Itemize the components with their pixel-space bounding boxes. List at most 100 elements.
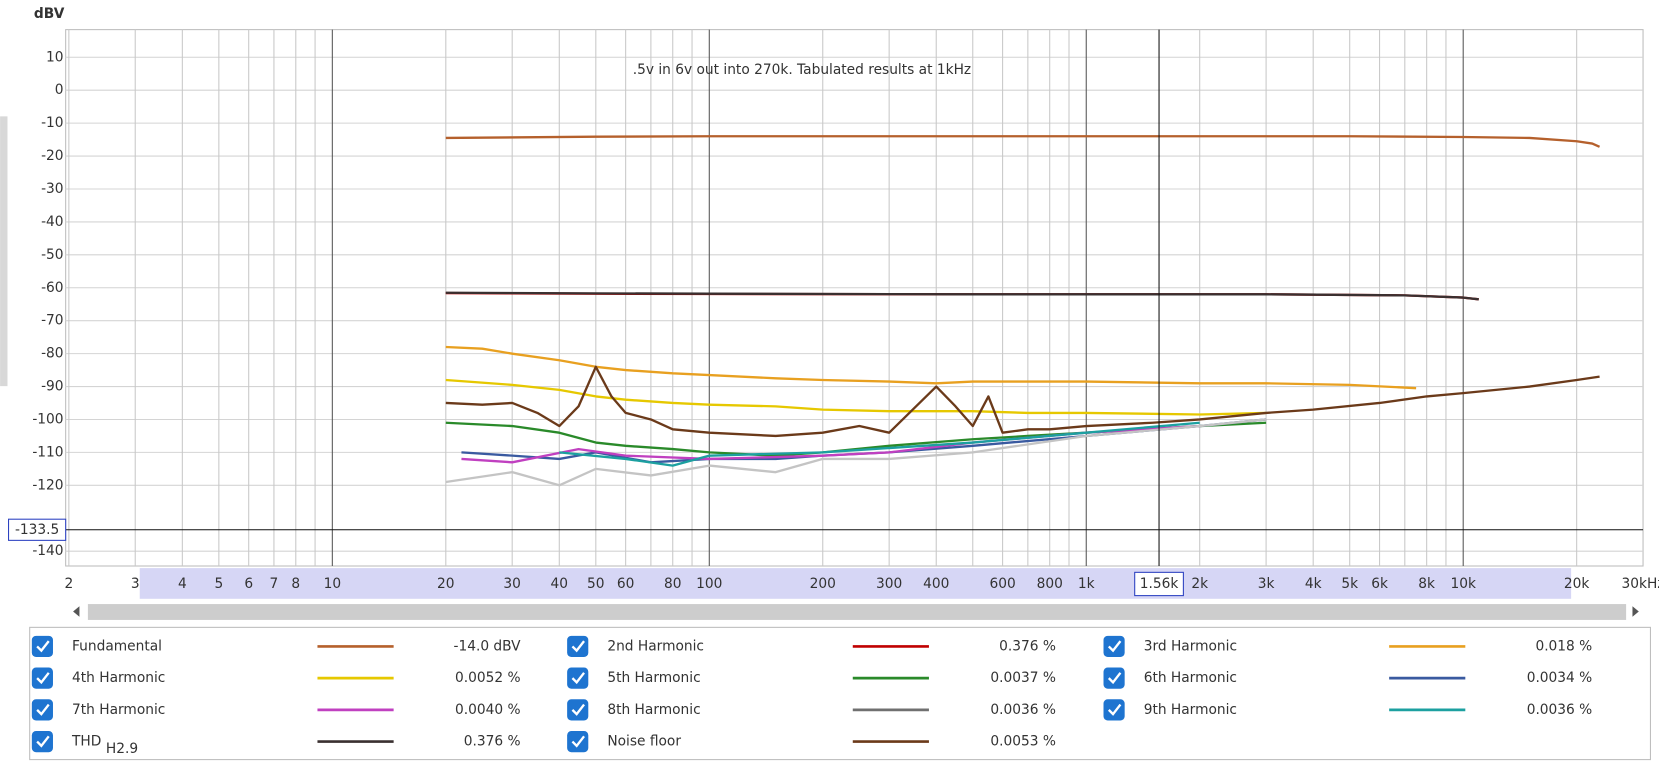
scroll-left[interactable] (73, 606, 80, 617)
legend-reading: 0.0053 % (990, 734, 1056, 750)
x-tick-label: 800 (1037, 576, 1063, 592)
x-tick-label: 10 (324, 576, 342, 592)
y-tick-label: -20 (41, 148, 63, 164)
legend-reading: 0.018 % (1535, 638, 1592, 654)
checkbox-tick[interactable] (1107, 640, 1122, 653)
y-tick-label: -120 (32, 477, 63, 493)
x-range-band (139, 568, 1572, 599)
y-tick-label: -100 (32, 411, 63, 427)
y-tick-label: -30 (41, 181, 63, 197)
annotation: .5v in 6v out into 270k. Tabulated resul… (633, 62, 971, 78)
x-tick-label: 1k (1078, 576, 1095, 592)
legend-name: THD (71, 734, 101, 750)
checkbox[interactable] (1103, 635, 1125, 657)
x-tick-label: 30 (503, 576, 521, 592)
legend: Fundamental -14.0 dBV 2nd Harmonic 0.376 % 3… (31, 635, 1593, 757)
x-tick-label: 2k (1191, 576, 1208, 592)
checkbox-tick[interactable] (571, 735, 585, 748)
y-tick-label: -50 (41, 247, 63, 263)
series-line (445, 135, 1601, 148)
checkbox[interactable] (31, 667, 53, 689)
x-tick-label: 3 (131, 576, 140, 592)
cursor-y-label: -133.5 (15, 522, 59, 538)
y-tick-label: -140 (32, 543, 63, 559)
checkbox-tick[interactable] (571, 640, 585, 653)
checkbox[interactable] (567, 731, 589, 753)
checkbox[interactable] (567, 635, 589, 657)
legend-name: 4th Harmonic (72, 670, 165, 686)
legend-reading: 0.0036 % (990, 702, 1056, 718)
scrollbar[interactable] (87, 604, 1627, 620)
legend-name: Fundamental (72, 638, 162, 654)
checkbox-tick[interactable] (1107, 672, 1122, 685)
x-tick-label: 300 (876, 576, 902, 592)
checkbox[interactable] (567, 667, 589, 689)
x-tick-label: 8k (1418, 576, 1435, 592)
checkbox[interactable] (31, 635, 53, 657)
checkbox-tick[interactable] (571, 703, 585, 716)
checkbox-tick[interactable] (36, 703, 50, 716)
x-tick-label: 20k (1564, 576, 1589, 592)
cursor-box (1134, 571, 1184, 597)
y-tick-label: 0 (55, 82, 64, 98)
x-tick-label: 6 (244, 576, 253, 592)
legend-reading: -14.0 dBV (453, 638, 521, 654)
legend-reading: 0.376 % (999, 638, 1056, 654)
x-tick-label: 5 (214, 576, 223, 592)
checkbox-tick[interactable] (571, 672, 585, 685)
checkbox[interactable] (31, 731, 53, 753)
checkbox[interactable] (1103, 699, 1125, 721)
legend-name: 6th Harmonic (1144, 670, 1237, 686)
x-tick-label: 20 (437, 576, 454, 592)
series-line (445, 418, 1267, 487)
y-tick-label: -110 (32, 444, 63, 460)
series-line (559, 421, 1200, 467)
x-tick-label: 400 (923, 576, 949, 592)
legend-name: 8th Harmonic (607, 702, 700, 718)
x-tick-label: 600 (989, 576, 1015, 592)
cursor-box (8, 518, 67, 541)
y-tick-label: 10 (46, 49, 63, 65)
x-tick-label: 8 (291, 576, 300, 592)
series-line (445, 291, 1479, 301)
plot: 100-10-20-30-40-50-60-70-80-90-100-110-1… (8, 29, 1659, 597)
series-line (445, 345, 1417, 390)
x-tick-label: 50 (587, 576, 605, 592)
y-tick-label: -10 (41, 115, 63, 131)
legend-reading: 0.0052 % (455, 670, 521, 686)
legend-panel (29, 626, 1651, 761)
x-tick-label: 80 (664, 576, 682, 592)
x-tick-label: 3k (1258, 576, 1275, 592)
x-tick-label: 100 (696, 576, 722, 592)
x-tick-label: 6k (1371, 576, 1388, 592)
legend-name: 3rd Harmonic (1144, 638, 1237, 654)
checkbox-tick[interactable] (1107, 703, 1122, 716)
legend-name: 2nd Harmonic (607, 638, 704, 654)
checkbox[interactable] (567, 699, 589, 721)
checkbox-tick[interactable] (36, 640, 50, 653)
checkbox[interactable] (1103, 667, 1125, 689)
legend-name: 9th Harmonic (1144, 702, 1237, 718)
plot-area (65, 29, 1644, 567)
y-tick-label: -90 (41, 379, 63, 395)
scroll-right[interactable] (1632, 606, 1639, 617)
legend-reading: 0.0036 % (1527, 702, 1593, 718)
legend-name: Noise floor (607, 734, 681, 750)
legend-name-sub: H2.9 (106, 741, 138, 757)
legend-name: 5th Harmonic (607, 670, 700, 686)
checkbox-tick[interactable] (36, 735, 50, 748)
legend-name: 7th Harmonic (72, 702, 165, 718)
series-line (445, 365, 1600, 438)
legend-reading: 0.376 % (464, 734, 521, 750)
x-tick-label: 30kHz (1622, 576, 1659, 592)
legend-reading: 0.0037 % (990, 670, 1056, 686)
checkbox[interactable] (31, 699, 53, 721)
y-tick-label: -70 (41, 313, 63, 329)
legend-reading: 0.0034 % (1527, 670, 1593, 686)
x-tick-label: 40 (551, 576, 569, 592)
checkbox-tick[interactable] (36, 672, 50, 685)
y-axis-label: dBV (34, 6, 65, 22)
x-tick-label: 7 (270, 576, 279, 592)
